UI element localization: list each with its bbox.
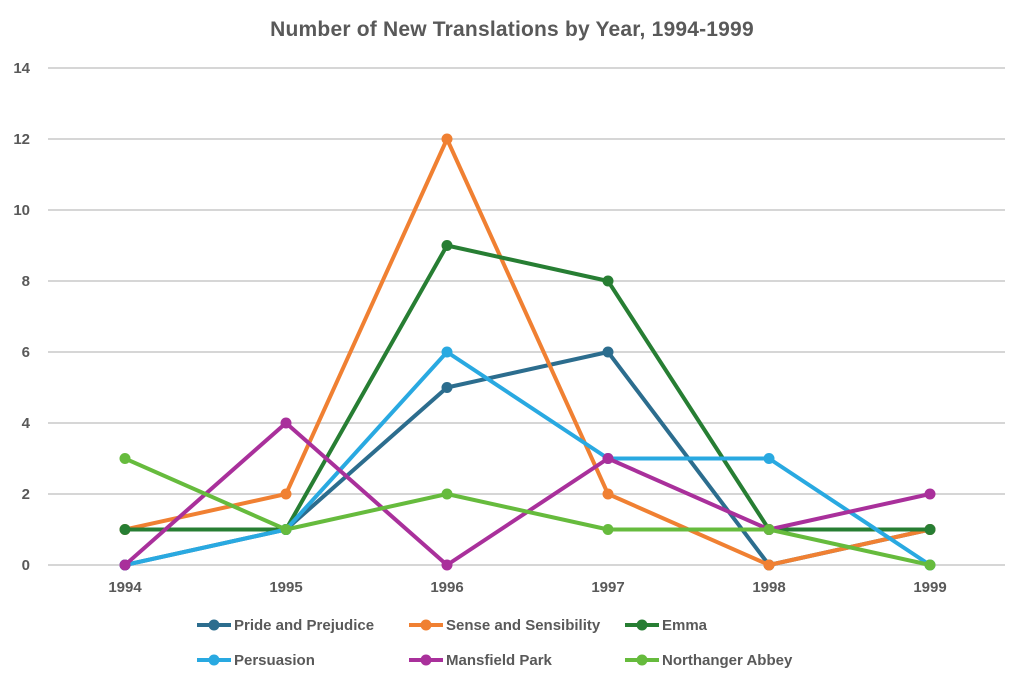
legend-line-marker-icon <box>625 619 659 631</box>
legend-item-persuasion: Persuasion <box>196 649 408 671</box>
legend-label: Northanger Abbey <box>662 651 793 669</box>
legend-label: Emma <box>662 616 708 634</box>
data-point-sense-and-sensibility <box>441 133 453 145</box>
legend-label: Sense and Sensibility <box>446 616 601 634</box>
data-point-emma <box>441 240 453 251</box>
y-axis-tick-label: 10 <box>13 202 30 219</box>
x-axis-tick-label: 1999 <box>913 579 946 596</box>
data-point-northanger-abbey <box>441 488 453 500</box>
series-line-emma <box>123 243 932 532</box>
legend-line-marker-icon <box>409 654 443 666</box>
data-point-sense-and-sensibility <box>280 488 292 500</box>
chart-title: Number of New Translations by Year, 1994… <box>270 18 754 41</box>
plot-area: 0 2 4 6 8 10 12 14 1994 1995 1996 1997 1998 1999 <box>13 60 1005 596</box>
x-axis-tick-label: 1994 <box>108 579 142 596</box>
data-point-northanger-abbey <box>602 524 614 535</box>
legend-line-marker-icon <box>409 619 443 631</box>
y-axis-tick-label: 14 <box>13 60 30 77</box>
data-point-northanger-abbey <box>119 453 131 464</box>
data-point-mansfield-park <box>280 417 292 429</box>
legend-line-marker-icon <box>197 654 231 666</box>
x-axis-tick-label: 1995 <box>269 579 302 596</box>
legend-line-marker-icon <box>197 619 231 631</box>
legend: Pride and Prejudice Sense and Sensibility… <box>196 614 792 671</box>
data-point-pride-and-prejudice <box>441 382 453 393</box>
legend-item-sense-and-sensibility: Sense and Sensibility <box>408 614 624 636</box>
y-axis-tick-label: 12 <box>13 131 30 148</box>
y-axis-tick-label: 8 <box>22 273 30 290</box>
data-point-pride-and-prejudice <box>602 346 614 358</box>
legend-label: Pride and Prejudice <box>234 616 375 634</box>
legend-line-marker-icon <box>625 654 659 666</box>
data-point-persuasion <box>763 453 775 464</box>
series-line-sense-and-sensibility <box>123 137 932 567</box>
legend-label: Mansfield Park <box>446 651 552 669</box>
data-point-sense-and-sensibility <box>602 488 614 500</box>
data-point-persuasion <box>441 346 453 358</box>
data-point-northanger-abbey <box>280 524 292 535</box>
x-axis-tick-label: 1998 <box>752 579 785 596</box>
legend-item-emma: Emma <box>624 614 792 636</box>
legend-label: Persuasion <box>234 651 315 669</box>
data-point-sense-and-sensibility <box>763 559 775 571</box>
series-line-persuasion <box>123 350 932 567</box>
legend-item-pride-and-prejudice: Pride and Prejudice <box>196 614 408 636</box>
data-point-emma <box>119 524 131 535</box>
y-axis-tick-label: 2 <box>22 486 30 503</box>
x-axis-tick-label: 1996 <box>430 579 463 596</box>
legend-item-northanger-abbey: Northanger Abbey <box>624 649 792 671</box>
legend-item-mansfield-park: Mansfield Park <box>408 649 624 671</box>
data-point-northanger-abbey <box>924 559 936 571</box>
data-point-mansfield-park <box>441 559 453 571</box>
data-point-mansfield-park <box>119 559 131 571</box>
data-point-northanger-abbey <box>763 524 775 535</box>
series-line-northanger-abbey <box>123 456 932 567</box>
data-point-mansfield-park <box>602 453 614 464</box>
data-point-emma <box>924 524 936 535</box>
y-axis-tick-label: 6 <box>22 344 30 361</box>
y-axis-tick-label: 0 <box>22 557 30 574</box>
data-point-emma <box>602 275 614 287</box>
x-axis-tick-label: 1997 <box>591 579 624 596</box>
data-point-mansfield-park <box>924 488 936 500</box>
y-axis-tick-label: 4 <box>22 415 31 432</box>
